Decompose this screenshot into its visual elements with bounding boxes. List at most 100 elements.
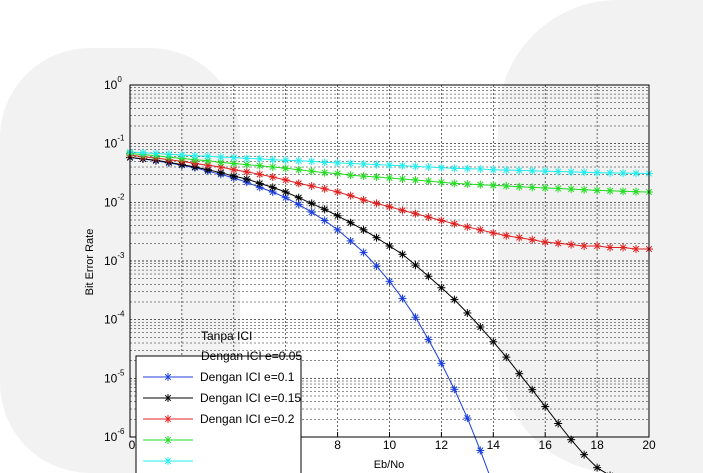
series-3-point — [593, 242, 602, 251]
series-3-point — [424, 213, 433, 222]
series-1-point — [359, 248, 368, 257]
series-4-point — [580, 185, 589, 194]
series-4-point — [567, 185, 576, 194]
series-2-point — [255, 179, 264, 188]
series-5-point — [437, 163, 446, 172]
series-5-point — [593, 168, 602, 177]
series-2-point — [385, 242, 394, 251]
series-1-point — [307, 208, 316, 217]
series-3-point — [320, 184, 329, 193]
series-1-point — [320, 216, 329, 225]
series-4-point — [632, 187, 641, 196]
series-2-point — [346, 218, 355, 227]
series-5-point — [242, 154, 251, 163]
series-3-point — [346, 191, 355, 200]
series-4-point — [281, 164, 290, 173]
series-5-point — [619, 169, 628, 178]
series-4-point — [450, 179, 459, 188]
series-5-point — [164, 150, 173, 159]
series-4-point — [593, 186, 602, 195]
series-2-point — [515, 369, 524, 378]
x-axis-label: Eb/No — [374, 459, 405, 471]
series-1-point — [385, 277, 394, 286]
x-tick-label: 14 — [487, 438, 501, 452]
series-3-point — [242, 167, 251, 176]
x-tick-label: 12 — [435, 438, 449, 452]
series-4-point — [307, 167, 316, 176]
series-layer — [126, 148, 653, 473]
series-3-point — [411, 209, 420, 218]
series-3-point — [515, 233, 524, 242]
series-4-point — [606, 186, 615, 195]
series-5-point — [476, 164, 485, 173]
series-3-point — [268, 173, 277, 182]
series-5-point — [177, 151, 186, 160]
series-5-point — [580, 168, 589, 177]
series-3-point — [359, 195, 368, 204]
series-4-point — [333, 169, 342, 178]
series-1-point — [450, 385, 459, 394]
series-2-point — [372, 233, 381, 242]
series-3-point — [606, 243, 615, 252]
series-3-point — [450, 219, 459, 228]
x-tick-label: 18 — [590, 438, 604, 452]
series-2-point — [502, 353, 511, 362]
series-5-point — [268, 155, 277, 164]
series-2-point — [398, 250, 407, 259]
series-3-point — [294, 179, 303, 188]
series-5-point — [281, 156, 290, 165]
series-2-point — [580, 450, 589, 459]
series-2-point — [593, 463, 602, 472]
legend-marker — [164, 436, 172, 444]
legend-entry: Dengan ICI e=0.05 — [201, 349, 302, 363]
series-5-point — [294, 156, 303, 165]
x-tick-label: 0 — [129, 438, 136, 452]
series-1-point — [463, 414, 472, 423]
series-4-point — [476, 180, 485, 189]
series-5-point — [385, 161, 394, 170]
series-5-point — [229, 153, 238, 162]
series-5-point — [424, 163, 433, 172]
series-5-point — [463, 164, 472, 173]
series-2-point — [281, 188, 290, 197]
series-2-point — [320, 205, 329, 214]
y-tick-label: 10-3 — [104, 251, 125, 268]
y-axis-label: Bit Error Rate — [84, 229, 96, 296]
series-4-point — [411, 176, 420, 185]
x-tick-label: 20 — [642, 438, 656, 452]
legend-marker — [164, 457, 172, 465]
series-5-point — [203, 152, 212, 161]
series-3-point — [216, 163, 225, 172]
series-5-point — [346, 159, 355, 168]
legend-entry: Dengan ICI e=0.1 — [200, 370, 295, 384]
series-3-point — [528, 235, 537, 244]
series-1-point — [333, 225, 342, 234]
legend-entry: Dengan ICI e=0.15 — [200, 391, 301, 405]
series-4-point — [385, 173, 394, 182]
series-3-point — [463, 222, 472, 231]
y-tick-label: 10-1 — [104, 134, 125, 151]
series-2-point — [229, 172, 238, 181]
series-5-point — [333, 158, 342, 167]
series-3-point — [554, 239, 563, 248]
series-4-point — [255, 161, 264, 170]
legend-box — [135, 355, 302, 473]
series-2-point — [437, 283, 446, 292]
series-2-point — [489, 337, 498, 346]
series-3-point — [333, 188, 342, 197]
tick-layer: 0246810121416182010-610-510-410-310-210-… — [104, 75, 656, 452]
x-tick-label: 8 — [334, 438, 341, 452]
series-5-point — [450, 164, 459, 173]
series-4-point — [320, 168, 329, 177]
series-3-point — [619, 243, 628, 252]
series-4-point — [437, 178, 446, 187]
series-2-point — [359, 225, 368, 234]
series-4-point — [528, 183, 537, 192]
series-4-point — [359, 172, 368, 181]
series-1-point — [476, 446, 485, 455]
legend-entry: Dengan ICI e=0.2 — [200, 412, 295, 426]
series-3-point — [489, 229, 498, 238]
series-4-point — [372, 173, 381, 182]
x-tick-label: 16 — [539, 438, 553, 452]
